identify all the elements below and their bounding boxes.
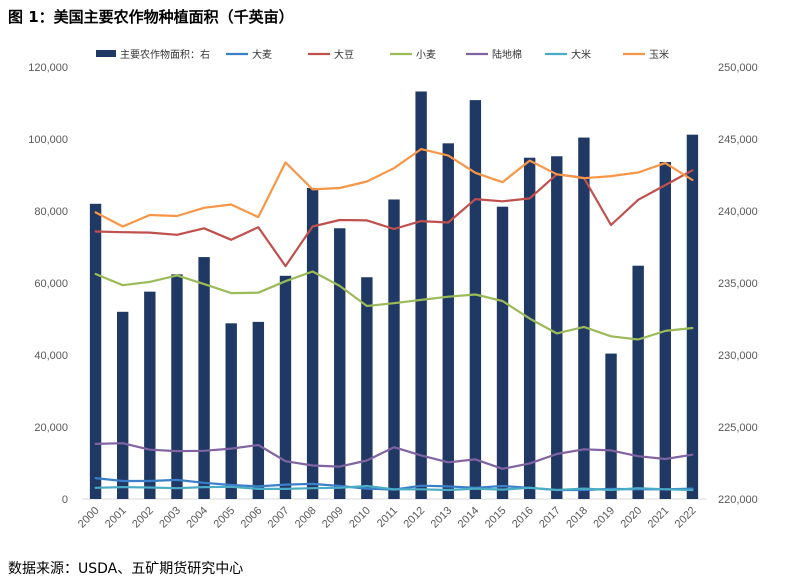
bar: [496, 206, 509, 499]
series-line: [94, 270, 694, 341]
x-tick-label: 2011: [375, 505, 400, 530]
legend-label: 小麦: [416, 49, 436, 61]
left-axis-tick-label: 60,000: [34, 278, 68, 290]
x-tick-label: 2014: [456, 505, 482, 531]
left-axis-tick-label: 120,000: [28, 62, 68, 74]
legend-swatch: [96, 50, 116, 57]
legend-label: 陆地棉: [492, 48, 522, 61]
bar: [252, 321, 265, 499]
right-axis-tick-label: 230,000: [718, 350, 758, 362]
bar-series: [89, 91, 699, 500]
left-axis-tick-label: 40,000: [34, 350, 68, 362]
bar: [415, 91, 427, 499]
x-tick-label: 2006: [239, 505, 265, 531]
left-axis-tick-label: 20,000: [34, 422, 68, 434]
bar: [144, 291, 156, 499]
bar: [551, 156, 563, 499]
right-axis-tick-label: 235,000: [718, 278, 758, 290]
x-tick-label: 2018: [564, 505, 590, 531]
x-tick-label: 2017: [537, 505, 563, 531]
x-tick-label: 2012: [401, 505, 427, 531]
series-line: [94, 484, 694, 492]
right-axis-tick-label: 220,000: [718, 494, 758, 506]
x-tick-label: 2005: [212, 505, 238, 531]
bar: [89, 203, 102, 500]
bar: [469, 100, 482, 500]
left-axis-tick-label: 0: [62, 494, 68, 506]
bar: [361, 277, 373, 499]
legend-label: 大米: [571, 48, 591, 61]
right-axis-tick-label: 250,000: [718, 62, 758, 74]
x-tick-label: 2016: [510, 505, 536, 531]
x-tick-label: 2015: [483, 505, 509, 531]
source-note: 数据来源：USDA、五矿期货研究中心: [8, 561, 244, 577]
bar: [334, 228, 346, 499]
x-tick-label: 2001: [103, 505, 129, 531]
x-tick-label: 2002: [130, 505, 156, 531]
x-tick-label: 2022: [673, 505, 699, 531]
combo-chart: 0 20,000 40,000 60,000 80,000 100,000 120,000 2…: [28, 48, 758, 531]
legend-label: 大麦: [252, 48, 272, 61]
bar: [605, 353, 617, 499]
bar: [198, 257, 210, 499]
legend-label: 玉米: [649, 48, 669, 61]
x-tick-label: 2004: [184, 505, 210, 531]
right-axis-tick-label: 240,000: [718, 206, 758, 218]
bar: [171, 274, 183, 499]
bar: [388, 199, 400, 500]
right-axis-tick-label: 225,000: [718, 422, 758, 434]
bar: [632, 265, 644, 499]
bar: [686, 134, 699, 499]
x-tick-label: 2007: [266, 505, 292, 531]
x-tick-label: 2020: [618, 505, 644, 531]
legend-label: 大豆: [334, 48, 354, 61]
x-tick-label: 2003: [157, 505, 183, 531]
left-axis-tick-label: 80,000: [34, 206, 68, 218]
x-tick-label: 2019: [591, 505, 617, 531]
axes: 0 20,000 40,000 60,000 80,000 100,000 120,000 2…: [28, 62, 758, 506]
chart-title: 图 1：美国主要农作物种植面积（千英亩）: [8, 8, 294, 26]
legend-label: 主要农作物面积：右: [120, 48, 210, 61]
x-tick-label: 2009: [320, 505, 346, 531]
bar: [442, 143, 454, 499]
line-series: [94, 148, 694, 492]
bar: [225, 323, 237, 499]
x-tick-label: 2021: [646, 505, 672, 531]
legend: 主要农作物面积：右 大麦 大豆 小麦 陆地棉 大米 玉米: [96, 48, 669, 61]
left-axis-tick-label: 100,000: [28, 134, 68, 146]
x-axis-ticks: 2000 2001 2002 2003 2004 2005 2006 2007 2008 2009…: [76, 505, 699, 531]
bar: [279, 275, 292, 499]
x-tick-label: 2000: [76, 505, 102, 531]
right-axis-tick-label: 245,000: [718, 134, 758, 146]
bar: [116, 311, 129, 499]
series-line: [94, 169, 694, 268]
x-tick-label: 2008: [293, 505, 319, 531]
series-line: [94, 442, 694, 470]
x-tick-label: 2013: [429, 505, 455, 531]
bar: [578, 137, 590, 499]
x-tick-label: 2010: [347, 505, 373, 531]
bar: [306, 187, 319, 499]
series-line: [94, 148, 694, 228]
bar: [523, 157, 536, 499]
